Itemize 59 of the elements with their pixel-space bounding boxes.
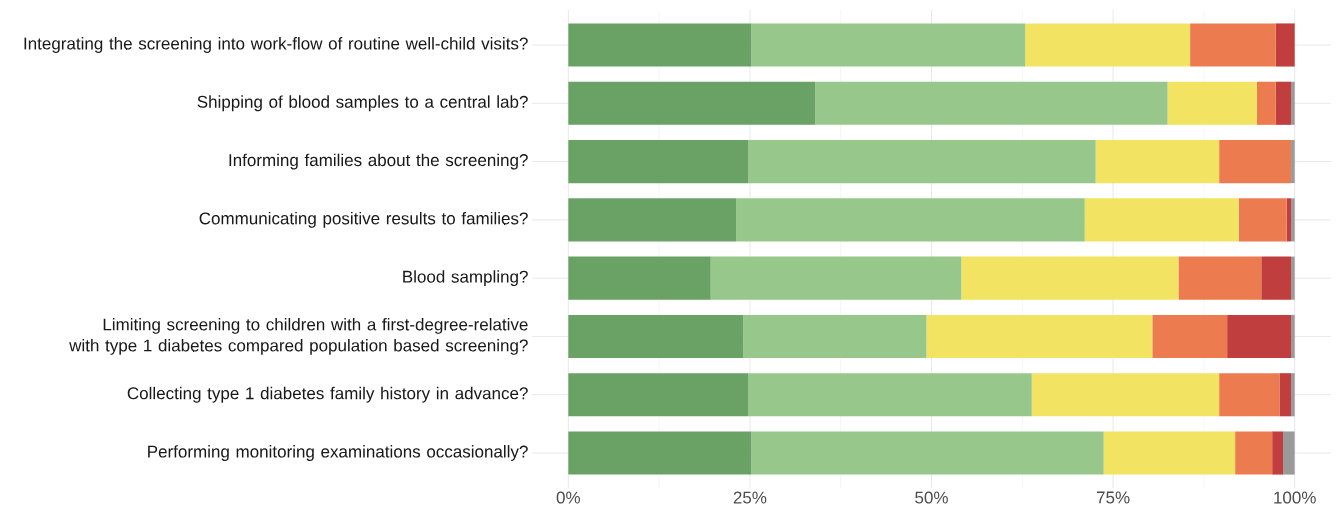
y-tick-label: Blood sampling? (403, 270, 528, 287)
bar (1103, 431, 1236, 475)
bar (961, 256, 1179, 300)
bar (1152, 314, 1228, 359)
y-tick-label: Informing families about the screening? (229, 153, 528, 170)
bar (1227, 314, 1292, 359)
bar (1219, 140, 1292, 184)
bar (568, 81, 816, 125)
bar (1178, 256, 1262, 300)
y-tick-label: Performing monitoring examinations occasionally? (148, 445, 528, 461)
bar (1275, 23, 1295, 67)
bar (748, 373, 1032, 417)
bar (1167, 81, 1257, 125)
bar (1084, 198, 1239, 242)
bar (1291, 81, 1295, 125)
x-tick-label: 25% (733, 491, 767, 504)
x-tick-label: 50% (915, 491, 948, 504)
bar (568, 198, 737, 242)
bar (1261, 256, 1292, 300)
bar (1095, 140, 1220, 184)
y-tick-label: Shipping of blood samples to a central lab? (197, 95, 528, 112)
bar (743, 314, 927, 359)
x-tick-label: 0% (556, 491, 580, 504)
y-tick-label: Limiting screening to children with a first-degree-relative with type 1 diabetes compared population based screening? (69, 318, 528, 355)
y-tick-label: Integrating the screening into work-flow of routine well-child visits? (24, 37, 528, 53)
bar (1291, 198, 1295, 242)
x-tick-label: 100% (1274, 491, 1316, 504)
bar (751, 23, 1026, 67)
bar (1291, 314, 1295, 359)
bar (1291, 373, 1295, 417)
bar (1283, 431, 1295, 475)
bar (736, 198, 1085, 242)
bar (926, 314, 1153, 359)
y-tick-label: Collecting type 1 diabetes family history in advance? (127, 386, 528, 403)
bar (1286, 198, 1292, 242)
bar (1272, 431, 1284, 475)
bar (748, 140, 1096, 184)
bar (1031, 373, 1220, 417)
bar (568, 431, 752, 475)
bar (1238, 198, 1287, 242)
bar (568, 23, 752, 67)
bar (1235, 431, 1273, 475)
bar (1275, 81, 1292, 125)
bar (1256, 81, 1276, 125)
x-tick-label: 75% (1096, 491, 1130, 504)
bar (751, 431, 1104, 475)
bar (1190, 23, 1276, 67)
bar (1219, 373, 1280, 417)
bar (1291, 140, 1295, 184)
y-tick-label: Communicating positive results to families? (199, 211, 528, 228)
bar (815, 81, 1168, 125)
bar (568, 256, 711, 300)
bar (710, 256, 962, 300)
bar (1025, 23, 1191, 67)
bar (568, 314, 744, 359)
bar (568, 140, 749, 184)
bar (1279, 373, 1292, 417)
bar (568, 373, 749, 417)
bar (1291, 256, 1295, 300)
